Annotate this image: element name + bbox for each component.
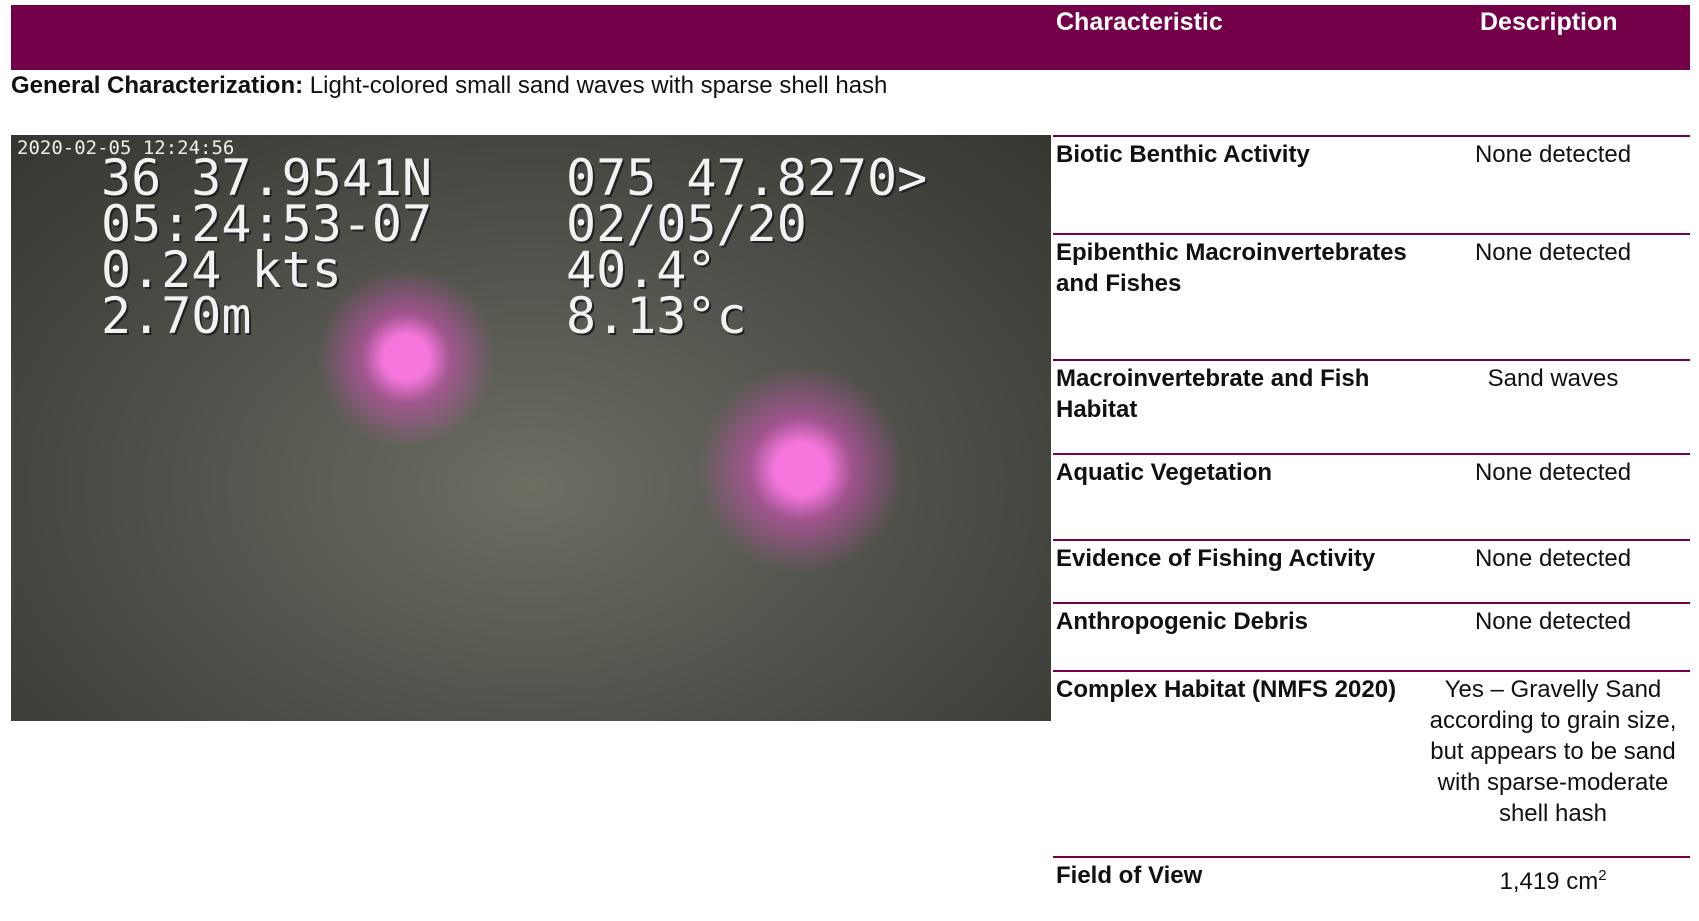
description-cell: None detected <box>1410 457 1696 488</box>
description-cell: None detected <box>1410 237 1696 268</box>
header-bar <box>11 5 1690 70</box>
row-divider <box>1053 856 1690 858</box>
row-divider <box>1053 359 1690 361</box>
photo-overlay-text: 2.70m <box>101 293 252 339</box>
header-characteristic: Characteristic <box>1056 8 1223 37</box>
characteristic-cell: Field of View <box>1056 860 1416 891</box>
row-divider <box>1053 602 1690 604</box>
description-cell: 1,419 cm2 <box>1410 860 1696 897</box>
row-divider <box>1053 539 1690 541</box>
superscript: 2 <box>1598 867 1606 884</box>
characteristic-cell: Biotic Benthic Activity <box>1056 139 1416 170</box>
general-label: General Characterization: <box>11 72 303 99</box>
row-divider <box>1053 670 1690 672</box>
row-divider <box>1053 233 1690 235</box>
general-characterization: General Characterization: Light-colored … <box>11 72 887 100</box>
description-text: 1,419 cm <box>1499 868 1598 895</box>
description-cell: Yes – Gravelly Sand according to grain s… <box>1410 674 1696 829</box>
description-cell: None detected <box>1410 139 1696 170</box>
photo-overlay-text: 8.13°c <box>566 293 747 339</box>
characteristic-cell: Aquatic Vegetation <box>1056 457 1416 488</box>
row-divider <box>1053 135 1690 137</box>
description-cell: None detected <box>1410 606 1696 637</box>
page: Characteristic Description General Chara… <box>0 0 1699 921</box>
general-text: Light-colored small sand waves with spar… <box>310 72 888 99</box>
characteristic-cell: Anthropogenic Debris <box>1056 606 1416 637</box>
header-description: Description <box>1480 8 1618 37</box>
characteristic-cell: Epibenthic Macroinvertebrates and Fishes <box>1056 237 1416 299</box>
characteristic-cell: Evidence of Fishing Activity <box>1056 543 1416 574</box>
characteristic-cell: Macroinvertebrate and Fish Habitat <box>1056 363 1416 425</box>
description-cell: Sand waves <box>1410 363 1696 394</box>
row-divider <box>1053 453 1690 455</box>
description-cell: None detected <box>1410 543 1696 574</box>
characteristic-cell: Complex Habitat (NMFS 2020) <box>1056 674 1416 705</box>
